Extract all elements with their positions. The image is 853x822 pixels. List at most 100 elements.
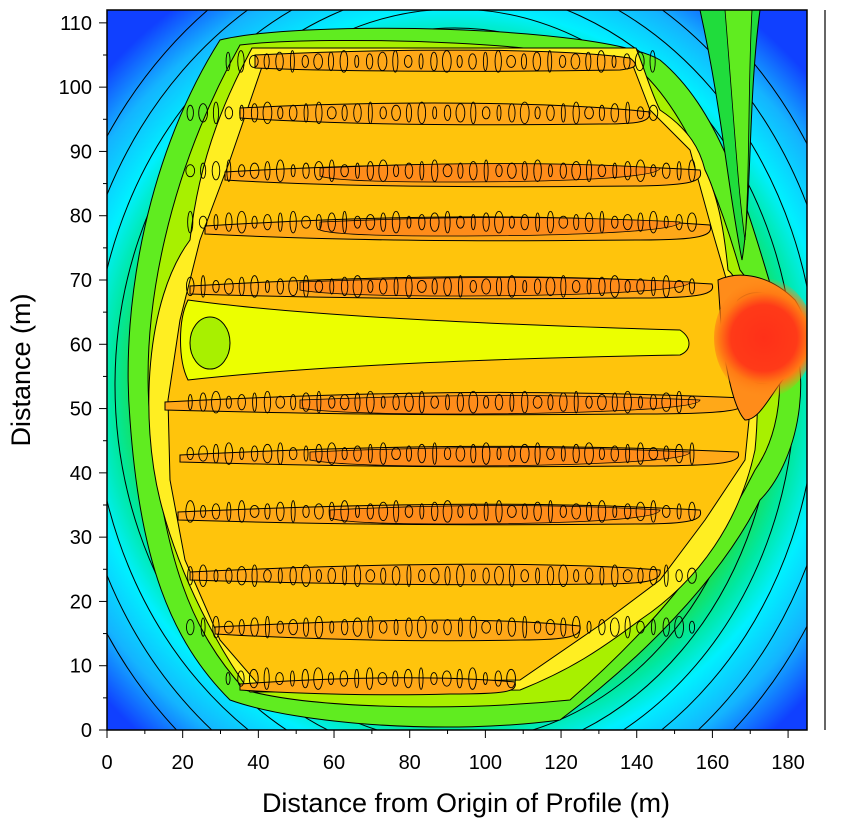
- bead-contour: [276, 159, 285, 182]
- bead-contour: [380, 212, 387, 232]
- bead-contour: [611, 392, 618, 412]
- bead-contour: [302, 162, 310, 179]
- bead-contour: [339, 670, 349, 687]
- bead-contour: [198, 215, 208, 229]
- bead-contour: [429, 212, 440, 232]
- bead-contour: [225, 395, 232, 409]
- bead-contour: [688, 620, 696, 634]
- bead-contour: [495, 500, 503, 523]
- green-tongue-inner: [724, 10, 753, 241]
- bead-contour: [519, 101, 530, 125]
- bead-contour: [315, 443, 323, 464]
- bead-contour: [198, 564, 208, 587]
- bead-contour: [494, 50, 502, 73]
- bead-contour: [559, 504, 567, 518]
- bead-contour: [391, 566, 401, 586]
- bead-contour: [315, 569, 322, 583]
- y-tick-label: 80: [70, 206, 92, 228]
- bead-contour: [676, 390, 683, 414]
- bead-contour: [441, 670, 452, 687]
- bead-contour: [314, 161, 324, 181]
- bead-contour: [650, 500, 657, 523]
- bead-contour: [328, 501, 335, 522]
- bead-contour: [288, 447, 298, 461]
- y-tick-label: 40: [70, 463, 92, 485]
- bead-contour: [636, 278, 645, 295]
- bead-contour: [545, 276, 556, 297]
- bead-contour: [327, 51, 335, 72]
- peak-glow: [714, 278, 807, 398]
- bead-contour: [548, 500, 553, 523]
- bead-contour: [379, 106, 387, 120]
- bead-contour: [200, 504, 207, 518]
- bead-contour: [315, 101, 323, 125]
- bead-contour: [573, 214, 580, 231]
- bead-contour: [377, 672, 388, 686]
- bead-contour: [301, 392, 311, 412]
- bead-contour: [598, 276, 606, 297]
- bead-contour: [636, 620, 645, 634]
- bead-contour: [355, 504, 360, 518]
- bead-contour: [560, 617, 567, 637]
- bead-contour: [187, 394, 193, 411]
- bead-contour: [687, 567, 697, 584]
- bead-contour: [301, 215, 311, 229]
- y-tick-label: 0: [81, 720, 92, 742]
- bead-contour: [663, 564, 669, 587]
- bead-contour: [456, 668, 463, 689]
- y-tick-label: 100: [59, 77, 92, 99]
- bead-contour: [559, 392, 568, 412]
- x-tick-label: 120: [544, 752, 577, 774]
- bead-contour: [496, 104, 502, 121]
- bead-contour: [377, 51, 388, 72]
- bead-contour: [213, 569, 219, 583]
- bead-contour: [239, 447, 245, 461]
- x-tick-label: 100: [469, 752, 502, 774]
- bead-contour: [509, 392, 515, 412]
- bead-contour: [481, 620, 491, 634]
- bead-contour: [622, 214, 633, 231]
- x-axis-title: Distance from Origin of Profile (m): [262, 788, 670, 818]
- bead-contour: [444, 210, 451, 234]
- bead-contour: [314, 279, 324, 293]
- bead-contour: [610, 103, 620, 123]
- bead-contour: [224, 442, 234, 465]
- bead-contour: [250, 445, 259, 462]
- bead-contour: [560, 103, 566, 123]
- bead-contour: [638, 395, 643, 409]
- bead-contour: [313, 667, 323, 690]
- bead-contour: [649, 394, 658, 411]
- bead-contour: [303, 103, 309, 123]
- bead-contour: [457, 162, 464, 179]
- bead-contour: [483, 395, 490, 409]
- bead-contour: [391, 104, 401, 121]
- bead-contour: [237, 50, 245, 73]
- bead-contour: [624, 279, 631, 293]
- bead-contour: [675, 569, 683, 583]
- bead-contour: [354, 54, 360, 68]
- bead-contour: [264, 503, 271, 520]
- bead-contour: [276, 278, 284, 295]
- bead-contour: [366, 503, 375, 520]
- bead-contour: [313, 53, 323, 70]
- bead-contour: [418, 569, 426, 583]
- bead-contour: [251, 215, 258, 229]
- bead-contour: [611, 54, 617, 68]
- bead-contour: [366, 390, 375, 414]
- y-tick-label: 90: [70, 141, 92, 163]
- bead-contour: [418, 390, 425, 414]
- bead-contour: [623, 161, 632, 181]
- bead-contour: [367, 443, 373, 464]
- bead-contour: [250, 617, 259, 637]
- bead-contour: [597, 164, 607, 178]
- bead-contour: [470, 569, 476, 583]
- bead-contour: [405, 103, 412, 123]
- bead-contour: [585, 51, 592, 72]
- bead-contour: [635, 159, 646, 182]
- bead-contour: [403, 54, 413, 68]
- bead-contour: [326, 442, 337, 465]
- bead-contour: [328, 159, 335, 182]
- bead-contour: [378, 620, 388, 634]
- bead-contour: [457, 504, 464, 518]
- bead-contour: [276, 620, 284, 634]
